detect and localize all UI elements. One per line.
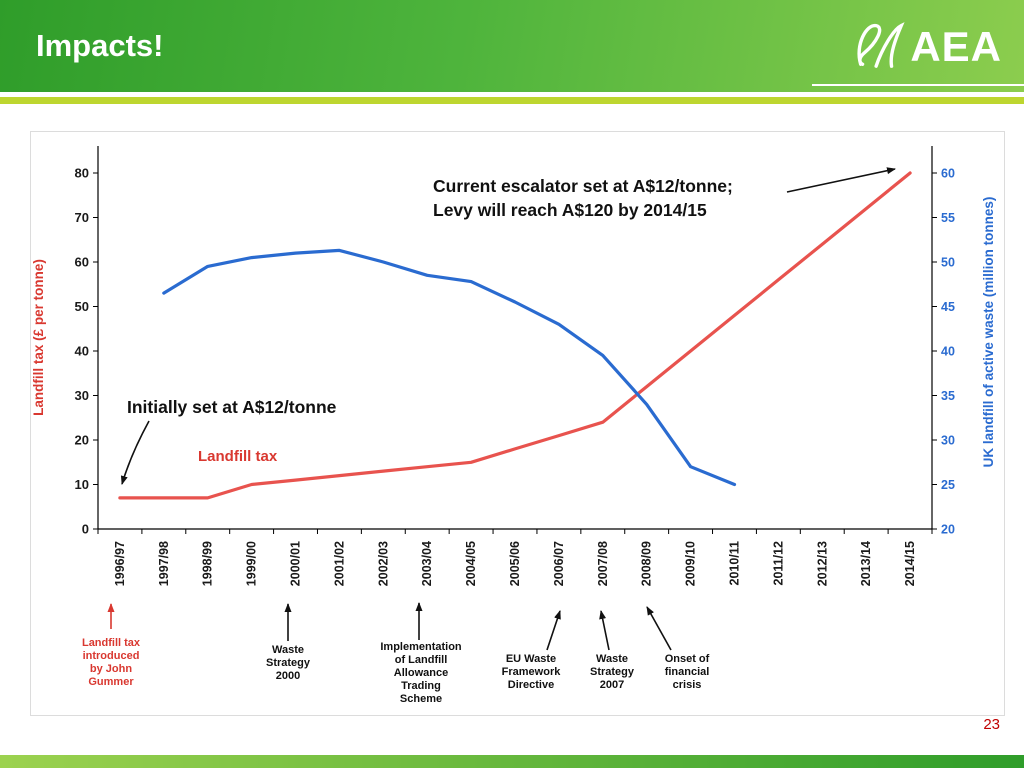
landfill-tax-series-label: Landfill tax xyxy=(198,448,278,465)
svg-text:40: 40 xyxy=(75,344,89,359)
svg-text:60: 60 xyxy=(941,167,955,181)
svg-text:70: 70 xyxy=(75,210,89,225)
arrow-financial-crisis xyxy=(646,606,672,651)
x-axis-ticks: 1996/97 1997/98 1998/99 1999/00 2000/01 2001/… xyxy=(97,529,933,586)
arrow-initial-rate xyxy=(120,420,150,485)
svg-text:50: 50 xyxy=(75,299,89,314)
svg-text:1997/98: 1997/98 xyxy=(157,541,171,586)
series-line-landfill-tax xyxy=(118,171,912,500)
svg-text:2009/10: 2009/10 xyxy=(684,541,698,586)
axes xyxy=(97,146,933,530)
svg-text:2010/11: 2010/11 xyxy=(728,541,742,586)
svg-text:2002/03: 2002/03 xyxy=(376,541,390,586)
svg-text:35: 35 xyxy=(941,389,955,403)
aea-logo: AEA xyxy=(852,16,1002,77)
svg-text:40: 40 xyxy=(941,345,955,359)
arrow-eu-wfd xyxy=(546,610,561,651)
svg-text:2001/02: 2001/02 xyxy=(332,541,346,586)
chart: 0 10 20 30 40 50 60 70 80 20 25 30 35 40 45 50 55 60 1996/… xyxy=(30,131,1005,716)
annotation-escalator: Current escalator set at A$12/tonne; Lev… xyxy=(433,176,733,220)
svg-text:25: 25 xyxy=(941,478,955,492)
svg-text:2011/12: 2011/12 xyxy=(771,541,785,586)
svg-text:2014/15: 2014/15 xyxy=(903,541,917,586)
aea-logo-swoosh-icon xyxy=(852,16,906,77)
event-financial-crisis: Onset of financial crisis xyxy=(664,653,710,691)
svg-text:2004/05: 2004/05 xyxy=(464,541,478,586)
svg-text:1996/97: 1996/97 xyxy=(113,541,127,586)
event-waste-strategy-2007: Waste Strategy 2007 xyxy=(589,653,635,691)
svg-text:60: 60 xyxy=(75,255,89,270)
arrow-waste-strategy-2007 xyxy=(599,610,610,651)
page-title: Impacts! xyxy=(36,28,164,63)
footer-bar xyxy=(0,755,1024,768)
svg-text:2012/13: 2012/13 xyxy=(815,541,829,586)
svg-text:1998/99: 1998/99 xyxy=(201,541,215,586)
svg-text:2005/06: 2005/06 xyxy=(508,541,522,586)
series-line-uk-landfill-of-active-waste xyxy=(162,248,737,487)
svg-text:55: 55 xyxy=(941,211,955,225)
svg-text:10: 10 xyxy=(75,477,89,492)
svg-text:2008/09: 2008/09 xyxy=(640,541,654,586)
svg-text:2000/01: 2000/01 xyxy=(289,541,303,586)
right-axis-ticks: 20 25 30 35 40 45 50 55 60 xyxy=(932,167,955,537)
svg-text:2007/08: 2007/08 xyxy=(596,541,610,586)
svg-text:2006/07: 2006/07 xyxy=(552,541,566,586)
right-axis-title: UK landfill of active waste (million ton… xyxy=(981,197,996,468)
svg-text:50: 50 xyxy=(941,256,955,270)
svg-text:30: 30 xyxy=(75,388,89,403)
event-waste-strategy-2000: Waste Strategy 2000 xyxy=(265,644,311,682)
svg-text:45: 45 xyxy=(941,300,955,314)
svg-text:20: 20 xyxy=(75,433,89,448)
header-accent-line xyxy=(0,97,1024,104)
svg-text:20: 20 xyxy=(941,523,955,537)
svg-text:1999/00: 1999/00 xyxy=(245,541,259,586)
chart-canvas: 0 10 20 30 40 50 60 70 80 20 25 30 35 40 45 50 55 60 1996/… xyxy=(31,146,996,651)
left-axis-ticks: 0 10 20 30 40 50 60 70 80 xyxy=(75,166,98,537)
logo-underline xyxy=(812,84,1024,86)
svg-text:0: 0 xyxy=(82,522,89,537)
event-landfill-tax-introduced: Landfill tax introduced by John Gummer xyxy=(81,637,141,688)
svg-text:80: 80 xyxy=(75,166,89,181)
svg-text:2013/14: 2013/14 xyxy=(859,541,873,586)
svg-text:30: 30 xyxy=(941,434,955,448)
svg-text:2003/04: 2003/04 xyxy=(420,541,434,586)
arrow-escalator xyxy=(786,167,896,193)
annotation-initial-rate: Initially set at A$12/tonne xyxy=(127,397,337,417)
event-eu-waste-framework-directive: EU Waste Framework Directive xyxy=(501,653,561,691)
event-landfill-allowance-trading-scheme: Implementation of Landfill Allowance Tra… xyxy=(380,641,462,705)
left-axis-title: Landfill tax (£ per tonne) xyxy=(31,259,46,416)
page-number: 23 xyxy=(983,716,1000,733)
header-bar: Impacts! AEA xyxy=(0,0,1024,92)
aea-logo-text: AEA xyxy=(910,22,1002,70)
